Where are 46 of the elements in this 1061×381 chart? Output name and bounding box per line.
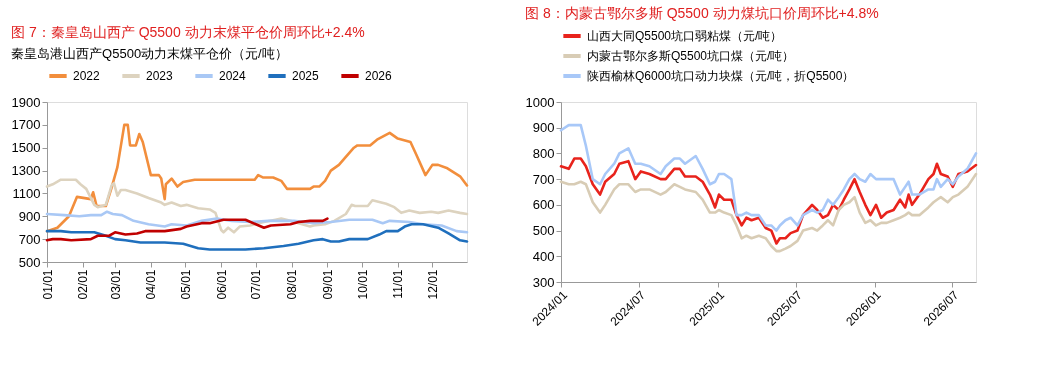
legend-label: 2022 [73,69,101,83]
x-tick-label: 02/01 [76,269,91,300]
y-tick-label: 700 [18,231,41,247]
legend-label: 陕西榆林Q6000坑口动力块煤（元/吨，折Q5500） [587,69,855,83]
legend-label: 2026 [365,69,393,83]
x-tick-label: 06/01 [214,269,229,300]
chart-subtitle: 秦皇岛港山西产Q5500动力末煤平仓价（元/吨） [11,46,288,61]
legend-label: 内蒙古鄂尔多斯Q5500坑口煤（元/吨） [587,49,795,63]
line-series [45,123,469,233]
line-series [45,222,469,251]
y-tick-label: 1100 [12,185,41,201]
chart-title: 图 8：内蒙古鄂尔多斯 Q5500 动力煤坑口价周环比+4.8% [525,5,879,21]
x-tick-label: 01/01 [40,269,55,300]
y-tick-label: 500 [18,254,41,270]
line-series [559,157,978,245]
y-tick-label: 400 [532,248,555,264]
y-tick-label: 300 [532,274,555,290]
y-tick-label: 1000 [525,94,555,110]
y-tick-label: 1300 [11,163,41,179]
line-series [559,123,978,232]
x-tick-label: 11/01 [391,269,406,299]
legend-label: 2023 [146,69,174,83]
legend-label: 2025 [292,69,320,83]
x-tick-label: 07/01 [249,269,264,300]
y-tick-label: 900 [18,208,41,224]
x-tick-label: 09/01 [320,269,335,300]
x-tick-label: 10/01 [355,269,370,300]
y-tick-label: 600 [532,197,555,213]
x-tick-label: 03/01 [108,269,123,300]
legend-label: 2024 [219,69,247,83]
y-tick-label: 1700 [11,117,41,133]
y-tick-label: 500 [532,223,555,239]
line-series [559,172,978,253]
y-tick-label: 700 [532,171,555,187]
line-series [45,217,329,242]
y-tick-label: 900 [532,120,555,136]
y-tick-label: 800 [532,145,555,161]
line-series [45,178,469,234]
legend-label: 山西大同Q5500坑口弱粘煤（元/吨） [587,29,783,43]
y-tick-label: 1900 [11,94,41,110]
x-tick-label: 12/01 [425,269,440,300]
x-tick-label: 08/01 [285,269,300,300]
chart-title: 图 7：秦皇岛山西产 Q5500 动力末煤平仓价周环比+2.4% [11,24,365,40]
x-tick-label: 05/01 [178,269,193,300]
x-tick-label: 04/01 [144,269,159,300]
y-tick-label: 1500 [11,140,41,156]
